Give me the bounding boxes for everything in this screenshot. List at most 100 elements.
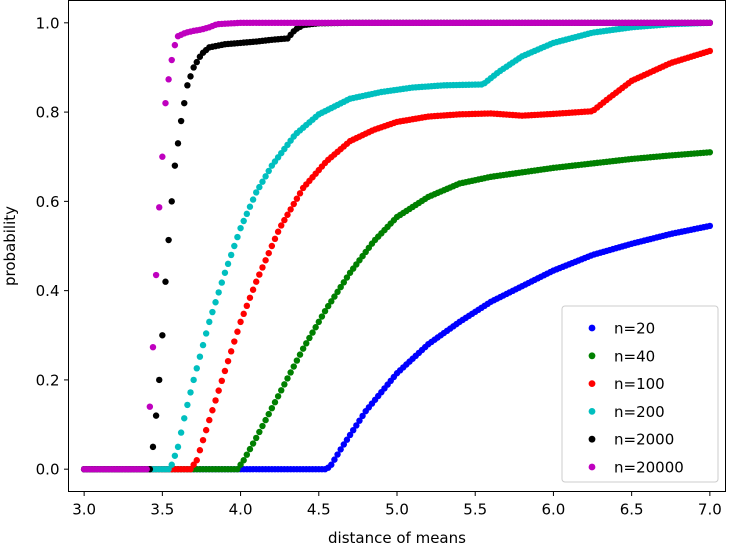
data-point: [171, 162, 179, 169]
data-point: [284, 375, 291, 382]
data-point: [237, 318, 244, 326]
data-point: [240, 457, 247, 464]
legend-label: n=2000: [614, 431, 674, 449]
data-point: [262, 173, 269, 180]
data-point: [287, 369, 294, 376]
y-axis-label: probability: [1, 206, 19, 286]
data-point: [265, 167, 272, 175]
data-point: [324, 302, 332, 310]
data-point: [224, 357, 232, 365]
data-point: [290, 363, 297, 370]
data-point: [206, 318, 213, 326]
y-axis-ticks: 0.0 0.2 0.4 0.6 0.8 1.0: [36, 14, 69, 479]
data-point: [209, 308, 216, 316]
data-point: [165, 236, 172, 244]
data-point: [268, 404, 276, 412]
data-point: [162, 99, 169, 107]
data-point: [315, 318, 322, 326]
data-point: [165, 76, 172, 83]
legend-box: [561, 305, 719, 483]
x-tick-label: 7.0: [698, 501, 722, 519]
data-point: [196, 447, 204, 454]
data-point: [274, 228, 282, 235]
data-point: [278, 387, 285, 394]
data-point: [706, 222, 714, 230]
x-tick-label: 4.0: [229, 501, 253, 519]
legend-marker: [588, 324, 596, 332]
data-point: [168, 56, 175, 64]
data-point: [221, 269, 229, 276]
data-point: [249, 440, 257, 447]
data-point: [340, 279, 348, 286]
x-tick-label: 6.0: [541, 501, 565, 519]
data-point: [149, 343, 157, 351]
data-point: [243, 210, 251, 218]
data-point: [268, 242, 276, 250]
data-point: [331, 456, 338, 463]
data-point: [174, 443, 182, 451]
data-point: [337, 283, 344, 291]
data-point: [237, 224, 244, 232]
data-point: [184, 82, 191, 89]
data-point: [190, 376, 197, 384]
data-point: [159, 153, 166, 160]
x-tick-label: 6.5: [620, 501, 644, 519]
y-tick-label: 0.2: [36, 371, 60, 389]
data-point: [281, 381, 288, 388]
data-point: [202, 426, 210, 434]
data-point: [146, 403, 154, 410]
data-point: [303, 340, 310, 347]
data-point: [149, 443, 157, 451]
data-point: [221, 367, 229, 375]
data-point: [271, 235, 279, 243]
data-point: [253, 189, 260, 196]
data-point: [212, 299, 219, 306]
data-point: [306, 334, 313, 342]
data-points: [80, 19, 714, 473]
data-point: [240, 310, 247, 318]
data-point: [199, 436, 207, 444]
y-tick-label: 0.0: [36, 461, 60, 479]
data-point: [190, 64, 197, 71]
data-point: [199, 341, 207, 349]
data-point: [227, 348, 235, 355]
data-point: [265, 410, 272, 418]
data-point: [215, 289, 222, 296]
data-point: [246, 445, 254, 453]
data-point: [231, 242, 238, 250]
data-point: [237, 461, 244, 468]
data-point: [227, 251, 235, 259]
data-point: [256, 271, 263, 278]
x-axis-ticks: 3.0 3.5 4.0 4.5 5.0 5.5 6.0 6.5 7.0: [72, 491, 722, 519]
data-point: [184, 401, 191, 409]
data-point: [196, 353, 204, 360]
data-point: [177, 117, 185, 125]
data-point: [296, 351, 304, 358]
data-point: [265, 249, 272, 257]
data-point: [152, 412, 160, 419]
data-point: [262, 416, 269, 424]
data-point: [337, 446, 344, 453]
series-n=200: [80, 19, 714, 473]
x-tick-label: 3.0: [72, 501, 96, 519]
data-point: [218, 377, 225, 385]
data-point: [174, 140, 182, 147]
data-point: [187, 73, 194, 80]
data-point: [256, 183, 263, 191]
y-tick-label: 0.4: [36, 282, 60, 300]
data-point: [206, 416, 213, 424]
legend-marker: [588, 435, 596, 443]
data-point: [152, 271, 160, 279]
x-tick-label: 4.5: [307, 501, 331, 519]
data-point: [321, 307, 329, 315]
data-point: [193, 365, 200, 372]
data-point: [212, 397, 219, 404]
data-point: [334, 451, 341, 458]
series-n=20000: [80, 19, 714, 473]
data-point: [350, 426, 357, 434]
data-point: [159, 332, 166, 339]
data-point: [181, 415, 188, 422]
data-point: [253, 434, 260, 442]
data-point: [171, 452, 179, 459]
data-point: [259, 422, 266, 430]
